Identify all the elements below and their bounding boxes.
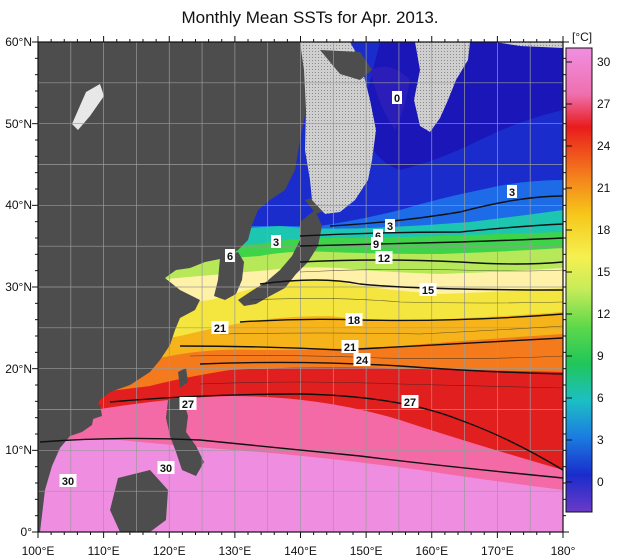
colorbar xyxy=(565,47,593,513)
colorbar-tick-label: 0 xyxy=(597,475,604,489)
axis-ticks xyxy=(32,36,569,538)
colorbar-tick-label: 3 xyxy=(597,433,604,447)
contour-label-text: 21 xyxy=(344,342,356,354)
contour-12 xyxy=(299,259,563,265)
contour-label: 12 xyxy=(375,251,393,265)
contour-label: 27 xyxy=(401,395,419,409)
colorbar-ticks xyxy=(566,61,572,483)
contour-label-text: 6 xyxy=(227,251,233,263)
contour-label-text: 3 xyxy=(273,237,279,249)
lat-label: 50°N xyxy=(5,116,32,131)
colorbar-tick-label: 27 xyxy=(597,97,611,111)
contour-label: 0 xyxy=(392,91,402,105)
contour-label: 3 xyxy=(271,235,281,249)
lon-label: 130°E xyxy=(218,544,252,558)
contour-3 xyxy=(329,195,563,227)
lake-baikal xyxy=(72,84,104,130)
contour-labels: 033366912151821212427273030 xyxy=(59,91,517,488)
lat-label: 40°N xyxy=(5,198,32,213)
land-borneo xyxy=(110,470,168,532)
contour-18 xyxy=(239,313,563,323)
contours xyxy=(39,195,563,479)
colorbar-tick-label: 15 xyxy=(597,265,611,279)
lon-label: 120°E xyxy=(152,544,186,558)
colorbar-tick-label: 12 xyxy=(597,307,611,321)
lon-label: 110°E xyxy=(87,544,120,558)
colorbar-tick-label: 21 xyxy=(597,181,611,195)
land-korea xyxy=(214,252,244,300)
sst-band-0 xyxy=(360,42,563,170)
contour-label-text: 24 xyxy=(356,355,369,367)
lon-label: 160°E xyxy=(415,544,449,558)
contour-label: 21 xyxy=(211,321,229,335)
land-philippines xyxy=(166,396,204,476)
contour-label: 15 xyxy=(419,283,437,297)
contour-label-text: 15 xyxy=(422,285,434,297)
contour-label-text: 9 xyxy=(373,239,379,251)
contour-30 xyxy=(39,437,563,479)
contour-label: 27 xyxy=(179,397,197,411)
colorbar-tick-label: 30 xyxy=(597,55,611,69)
contour-label: 21 xyxy=(341,340,359,354)
ice-bering xyxy=(495,42,563,48)
contour-label: 9 xyxy=(371,237,381,251)
contour-24 xyxy=(199,361,563,375)
minor-contours xyxy=(189,269,563,389)
map-title: Monthly Mean SSTs for Apr. 2013. xyxy=(181,8,439,27)
colorbar-tick-label: 6 xyxy=(597,391,604,405)
lat-label: 0° xyxy=(20,525,32,539)
lat-label: 10°N xyxy=(5,443,32,458)
contour-21 xyxy=(179,337,563,351)
land-hainan xyxy=(86,404,102,420)
contour-label-text: 27 xyxy=(404,397,416,409)
lon-label: 170°E xyxy=(480,544,514,558)
lon-label: 140°E xyxy=(284,544,317,558)
contour-label-text: 0 xyxy=(394,93,400,105)
contour-label-text: 18 xyxy=(348,315,360,327)
ice-kamchatka xyxy=(414,42,470,132)
lat-label: 20°N xyxy=(5,361,32,376)
contour-9 xyxy=(299,237,563,247)
colorbar-unit: [°C] xyxy=(572,30,593,44)
contour-label: 24 xyxy=(353,353,371,367)
lat-label: 60°N xyxy=(5,35,32,49)
land-japan xyxy=(238,210,322,306)
contour-label-text: 12 xyxy=(378,253,390,265)
contour-label-text: 30 xyxy=(160,463,172,475)
contour-label: 30 xyxy=(157,461,175,475)
colorbar-tick-label: 18 xyxy=(597,223,611,237)
contour-label: 6 xyxy=(225,249,235,263)
lon-label: 100°E xyxy=(21,544,55,558)
contour-label: 3 xyxy=(385,219,395,233)
contour-label-text: 3 xyxy=(509,187,515,199)
land-taiwan xyxy=(178,368,188,388)
lon-label: 180° xyxy=(550,544,576,558)
contour-27 xyxy=(109,393,563,471)
contour-label: 18 xyxy=(345,313,363,327)
contour-15 xyxy=(259,279,563,291)
map-area: 033366912151821212427273030 xyxy=(38,42,563,532)
contour-label-text: 27 xyxy=(182,399,194,411)
contour-6 xyxy=(299,223,563,237)
contour-label-text: 30 xyxy=(62,476,74,488)
contour-label-text: 3 xyxy=(387,221,393,233)
lon-label: 150°E xyxy=(349,544,383,558)
contour-label: 30 xyxy=(59,474,77,488)
colorbar-tick-label: 24 xyxy=(597,139,611,153)
contour-label-text: 21 xyxy=(214,323,226,335)
colorbar-tick-label: 9 xyxy=(597,349,604,363)
contour-label: 3 xyxy=(507,185,517,199)
lat-label: 30°N xyxy=(5,280,32,294)
ice-sea-of-okhotsk-west xyxy=(300,42,376,214)
